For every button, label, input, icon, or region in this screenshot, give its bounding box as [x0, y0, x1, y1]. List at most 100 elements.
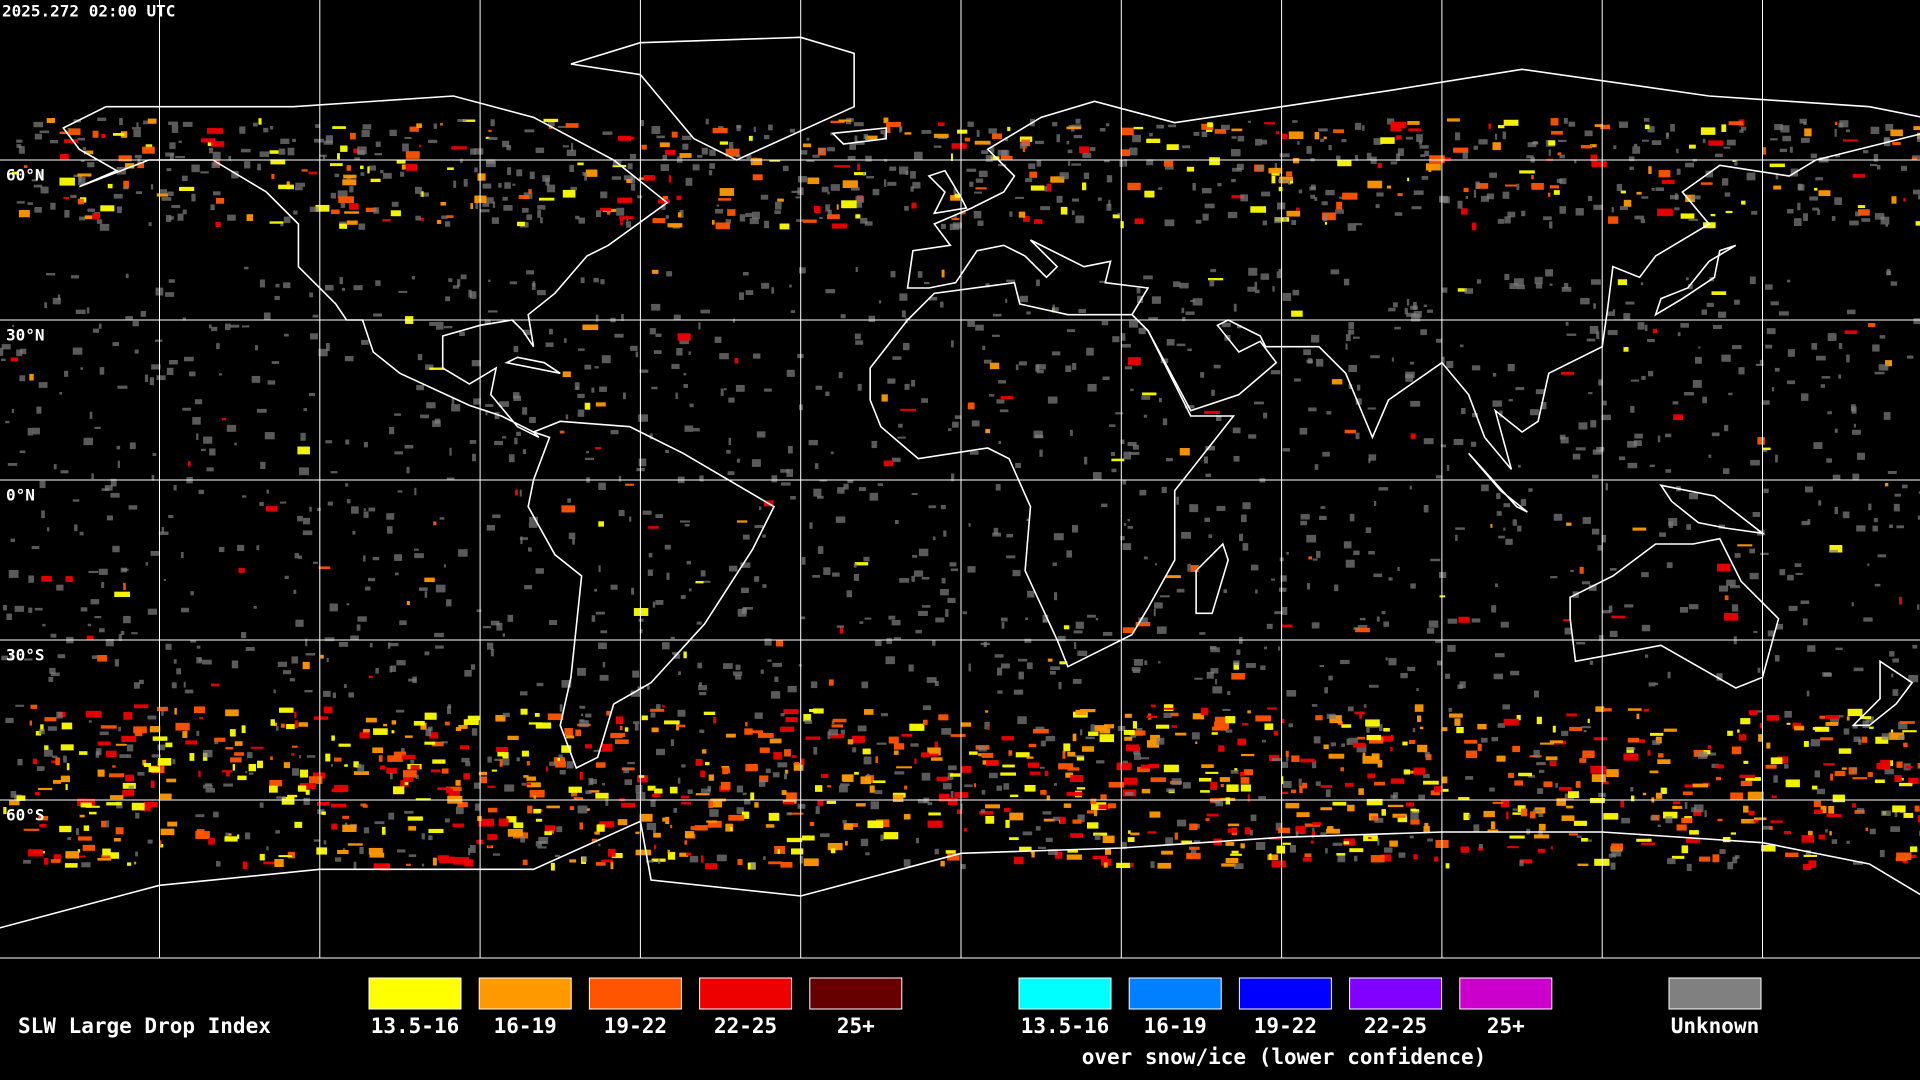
cloud-patch [1262, 220, 1268, 226]
cloud-patch [1786, 722, 1791, 725]
cloud-patch [1787, 380, 1796, 385]
cloud-patch [712, 127, 728, 134]
cloud-patch [348, 203, 359, 210]
cloud-patch [182, 175, 188, 182]
latitude-label: 60°N [6, 166, 45, 185]
cloud-patch [110, 492, 120, 498]
cloud-patch [485, 404, 494, 407]
cloud-patch [1286, 551, 1289, 555]
cloud-patch [1124, 366, 1133, 370]
cloud-patch [1150, 861, 1155, 869]
cloud-patch [331, 209, 340, 215]
cloud-patch [1786, 279, 1791, 283]
cloud-patch [1158, 187, 1163, 190]
cloud-patch [1726, 579, 1736, 586]
cloud-patch [803, 858, 819, 867]
cloud-patch [342, 824, 357, 833]
cloud-patch [1633, 143, 1638, 147]
cloud-patch [726, 768, 731, 774]
cloud-patch [1348, 737, 1359, 745]
cloud-patch [1830, 718, 1840, 726]
cloud-patch [1783, 830, 1792, 835]
cloud-patch [460, 274, 467, 280]
cloud-patch [1366, 725, 1370, 733]
cloud-patch [1914, 805, 1920, 812]
cloud-patch [1632, 527, 1647, 531]
cloud-patch [1497, 723, 1506, 728]
cloud-patch [1206, 813, 1219, 817]
cloud-patch [985, 154, 993, 162]
cloud-patch [656, 135, 665, 139]
cloud-patch [202, 784, 213, 789]
cloud-patch [191, 164, 200, 173]
cloud-patch [1439, 195, 1448, 203]
cloud-patch [1394, 326, 1401, 330]
cloud-patch [1518, 772, 1533, 777]
cloud-patch [1636, 713, 1640, 720]
cloud-patch [1734, 299, 1740, 305]
cloud-patch [645, 860, 654, 863]
cloud-patch [1718, 585, 1729, 592]
cloud-patch [1442, 287, 1448, 293]
cloud-patch [1248, 434, 1257, 439]
cloud-patch [361, 130, 370, 138]
cloud-patch [756, 431, 766, 438]
cloud-patch [641, 715, 648, 721]
cloud-patch [1774, 367, 1780, 372]
cloud-patch [1128, 357, 1141, 366]
cloud-patch [482, 183, 492, 189]
cloud-patch [1381, 611, 1386, 615]
cloud-patch [356, 624, 361, 631]
cloud-patch [492, 514, 501, 519]
cloud-patch [502, 196, 508, 201]
cloud-patch [1891, 673, 1894, 678]
cloud-patch [668, 175, 672, 183]
cloud-patch [1261, 191, 1271, 197]
cloud-patch [375, 280, 381, 286]
cloud-patch [124, 163, 135, 169]
cloud-patch [74, 524, 78, 532]
cloud-patch [374, 821, 385, 825]
cloud-patch [1634, 433, 1643, 439]
cloud-patch [1322, 212, 1336, 221]
cloud-patch [1917, 604, 1920, 610]
cloud-patch [1595, 706, 1605, 712]
cloud-patch [1410, 433, 1416, 439]
cloud-patch [1608, 216, 1619, 224]
cloud-patch [1099, 127, 1106, 132]
cloud-patch [1888, 524, 1894, 529]
cloud-patch [662, 704, 665, 708]
cloud-patch [492, 201, 496, 208]
cloud-patch [1746, 172, 1756, 181]
cloud-patch [1024, 784, 1036, 792]
cloud-patch [602, 743, 613, 752]
cloud-patch [828, 729, 838, 736]
cloud-patch [1623, 313, 1631, 321]
cloud-patch [698, 322, 701, 330]
cloud-patch [180, 552, 184, 559]
cloud-patch [1001, 663, 1010, 669]
cloud-patch [1658, 753, 1664, 758]
cloud-patch [1869, 828, 1876, 835]
cloud-patch [225, 771, 230, 777]
cloud-patch [16, 144, 22, 148]
cloud-patch [60, 744, 74, 751]
cloud-patch [1561, 730, 1569, 736]
cloud-patch [486, 524, 496, 531]
cloud-patch [1575, 447, 1586, 451]
cloud-patch [1143, 556, 1148, 560]
cloud-patch [225, 832, 229, 839]
cloud-patch [813, 708, 824, 714]
cloud-patch [1353, 855, 1358, 862]
cloud-patch [470, 203, 474, 209]
cloud-patch [1560, 436, 1569, 444]
cloud-patch [553, 757, 565, 765]
cloud-patch [424, 591, 428, 598]
cloud-patch [1374, 781, 1386, 786]
cloud-patch [1676, 148, 1679, 154]
cloud-patch [343, 684, 347, 689]
cloud-patch [308, 392, 316, 397]
cloud-patch [1181, 531, 1192, 539]
cloud-patch [679, 209, 684, 218]
cloud-patch [340, 145, 348, 152]
